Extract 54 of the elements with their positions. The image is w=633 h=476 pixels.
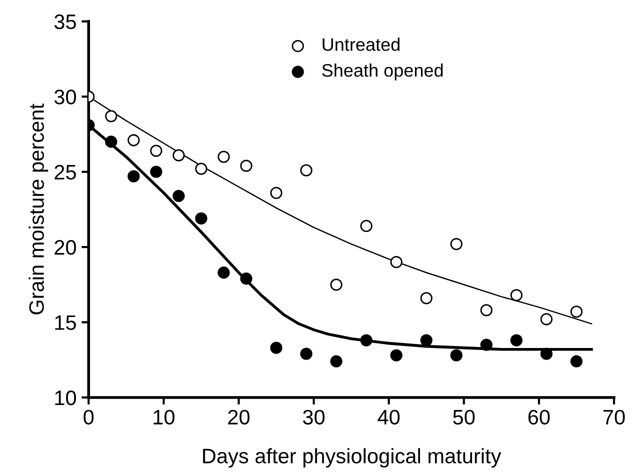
point [420,334,432,346]
y-axis-title: Grain moisture percent [28,104,48,314]
y-tick-label: 15 [55,315,76,330]
point [330,355,342,368]
x-tick-label: 40 [378,410,400,425]
point [360,334,372,346]
point [270,186,282,199]
point [270,342,282,354]
point [300,164,312,176]
point [105,136,118,148]
x-tick-label: 60 [528,410,550,425]
point [390,256,402,268]
point [330,278,342,291]
point [128,170,140,182]
point [570,355,583,368]
x-tick-label: 20 [228,410,250,425]
x-tick-label: 10 [154,410,174,425]
point [195,162,208,175]
y-tick-label: 10 [55,390,76,406]
legend-label: Untreated [322,38,400,51]
point [510,289,523,302]
point [360,220,372,232]
point [218,266,230,279]
point [540,313,553,326]
point [128,134,140,146]
point [540,348,553,360]
point [172,149,185,162]
x-tick-label: 50 [453,410,475,425]
x-axis-title: Days after physiological maturity [203,448,502,468]
point [570,306,583,318]
legend-label: Sheath opened [322,64,443,80]
point [510,334,523,346]
x-tick-label: 70 [603,410,625,425]
point [450,349,462,362]
point [240,160,252,172]
point [390,349,402,362]
point [480,304,492,316]
point [150,166,162,178]
point [420,292,432,304]
point [240,272,252,285]
point [218,150,230,163]
point [450,238,462,250]
point [150,144,162,157]
y-tick-label: 35 [54,14,76,30]
x-tick-label: 0 [84,410,94,425]
y-tick-label: 25 [54,164,76,180]
point [300,348,312,360]
y-tick-label: 30 [54,90,76,104]
point [172,190,185,202]
point [480,338,492,351]
point [195,212,208,225]
y-tick-label: 20 [54,240,76,255]
point [105,110,118,122]
x-tick-label: 30 [302,410,325,425]
